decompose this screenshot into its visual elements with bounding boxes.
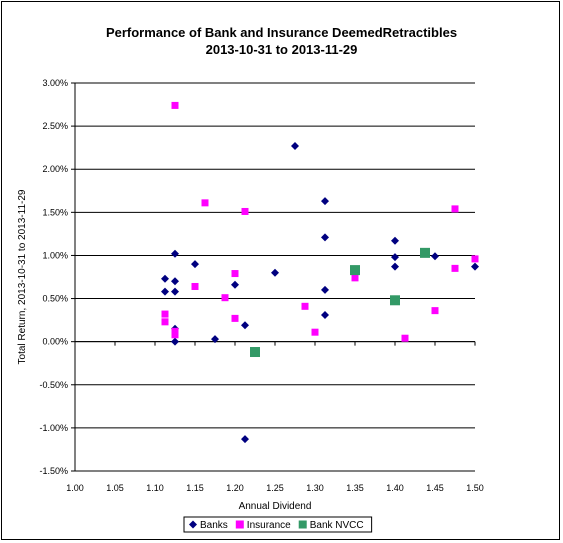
x-tick-label: 1.30 <box>306 483 324 493</box>
y-tick-label: -1.00% <box>39 423 68 433</box>
legend-marker <box>298 520 307 529</box>
point-banks <box>391 262 399 271</box>
chart-subtitle: 2013-10-31 to 2013-11-29 <box>205 42 358 57</box>
legend-label: Insurance <box>247 520 291 531</box>
y-tick-label: 0.00% <box>42 337 68 347</box>
point-banks <box>231 280 239 289</box>
point-bank-nvcc <box>350 265 360 276</box>
chart-title-block: Performance of Bank and Insurance Deemed… <box>0 24 563 58</box>
y-tick-label: 2.00% <box>42 164 68 174</box>
x-tick-label: 1.45 <box>426 483 444 493</box>
point-insurance <box>351 274 359 282</box>
point-insurance <box>171 331 179 339</box>
point-banks <box>321 197 329 206</box>
x-axis-ticks: 1.00 1.05 1.10 1.15 1.20 1.25 1.30 1.35 1.40 1.45… <box>66 341 484 493</box>
point-bank-nvcc <box>390 295 400 306</box>
point-banks <box>271 268 279 277</box>
point-banks <box>171 277 179 286</box>
y-tick-label: 2.50% <box>42 121 68 131</box>
point-insurance <box>301 302 309 310</box>
x-tick-label: 1.05 <box>106 483 124 493</box>
y-tick-label: -1.50% <box>39 466 68 476</box>
legend-marker <box>189 520 197 529</box>
point-banks <box>321 310 329 319</box>
point-banks <box>391 236 399 245</box>
point-insurance <box>221 294 229 302</box>
point-banks <box>471 262 479 271</box>
point-banks <box>241 435 249 444</box>
point-insurance <box>451 264 459 272</box>
point-bank-nvcc <box>250 347 260 358</box>
point-banks <box>241 321 249 330</box>
point-insurance <box>471 255 479 263</box>
y-tick-label: 1.00% <box>42 250 68 260</box>
x-tick-label: 1.35 <box>346 483 364 493</box>
x-tick-label: 1.00 <box>66 483 84 493</box>
point-banks <box>191 260 199 269</box>
point-banks <box>321 285 329 294</box>
x-axis-title: Annual Dividend <box>239 501 312 512</box>
x-tick-label: 1.15 <box>186 483 204 493</box>
legend-label: Banks <box>200 520 228 531</box>
point-banks <box>171 287 179 296</box>
point-insurance <box>231 314 239 322</box>
point-bank-nvcc <box>420 247 430 258</box>
y-tick-label: -0.50% <box>39 380 68 390</box>
point-insurance <box>161 318 169 326</box>
gridlines <box>75 82 475 472</box>
data-points <box>161 101 479 444</box>
point-banks <box>391 253 399 262</box>
point-insurance <box>431 307 439 315</box>
point-banks <box>171 249 179 258</box>
y-axis-title: Total Return, 2013-10-31 to 2013-11-29 <box>17 189 28 364</box>
y-axis-ticks: 3.00% 2.50% 2.00% 1.50% 1.00% 0.50% 0.00% -0.50… <box>39 78 75 476</box>
point-banks <box>161 287 169 296</box>
y-tick-label: 0.50% <box>42 294 68 304</box>
point-banks <box>211 335 219 344</box>
x-tick-label: 1.50 <box>466 483 484 493</box>
point-banks <box>291 141 299 150</box>
point-insurance <box>171 101 179 109</box>
y-tick-label: 1.50% <box>42 207 68 217</box>
x-tick-label: 1.40 <box>386 483 404 493</box>
y-tick-label: 3.00% <box>42 78 68 88</box>
point-insurance <box>191 282 199 290</box>
legend-box <box>183 516 373 533</box>
point-insurance <box>401 334 409 342</box>
legend-marker <box>235 520 244 529</box>
x-tick-label: 1.20 <box>226 483 244 493</box>
point-insurance <box>231 270 239 278</box>
point-banks <box>171 337 179 346</box>
point-banks <box>431 252 439 261</box>
point-insurance <box>241 207 249 215</box>
point-insurance <box>201 199 209 207</box>
legend-label: Bank NVCC <box>310 520 364 531</box>
point-insurance <box>451 205 459 213</box>
legend: Banks Insurance Bank NVCC <box>183 516 373 533</box>
x-tick-label: 1.25 <box>266 483 284 493</box>
x-tick-label: 1.10 <box>146 483 164 493</box>
point-banks <box>161 274 169 283</box>
point-insurance <box>161 310 169 318</box>
point-banks <box>321 233 329 242</box>
point-insurance <box>311 328 319 336</box>
chart-title: Performance of Bank and Insurance Deemed… <box>105 25 458 40</box>
